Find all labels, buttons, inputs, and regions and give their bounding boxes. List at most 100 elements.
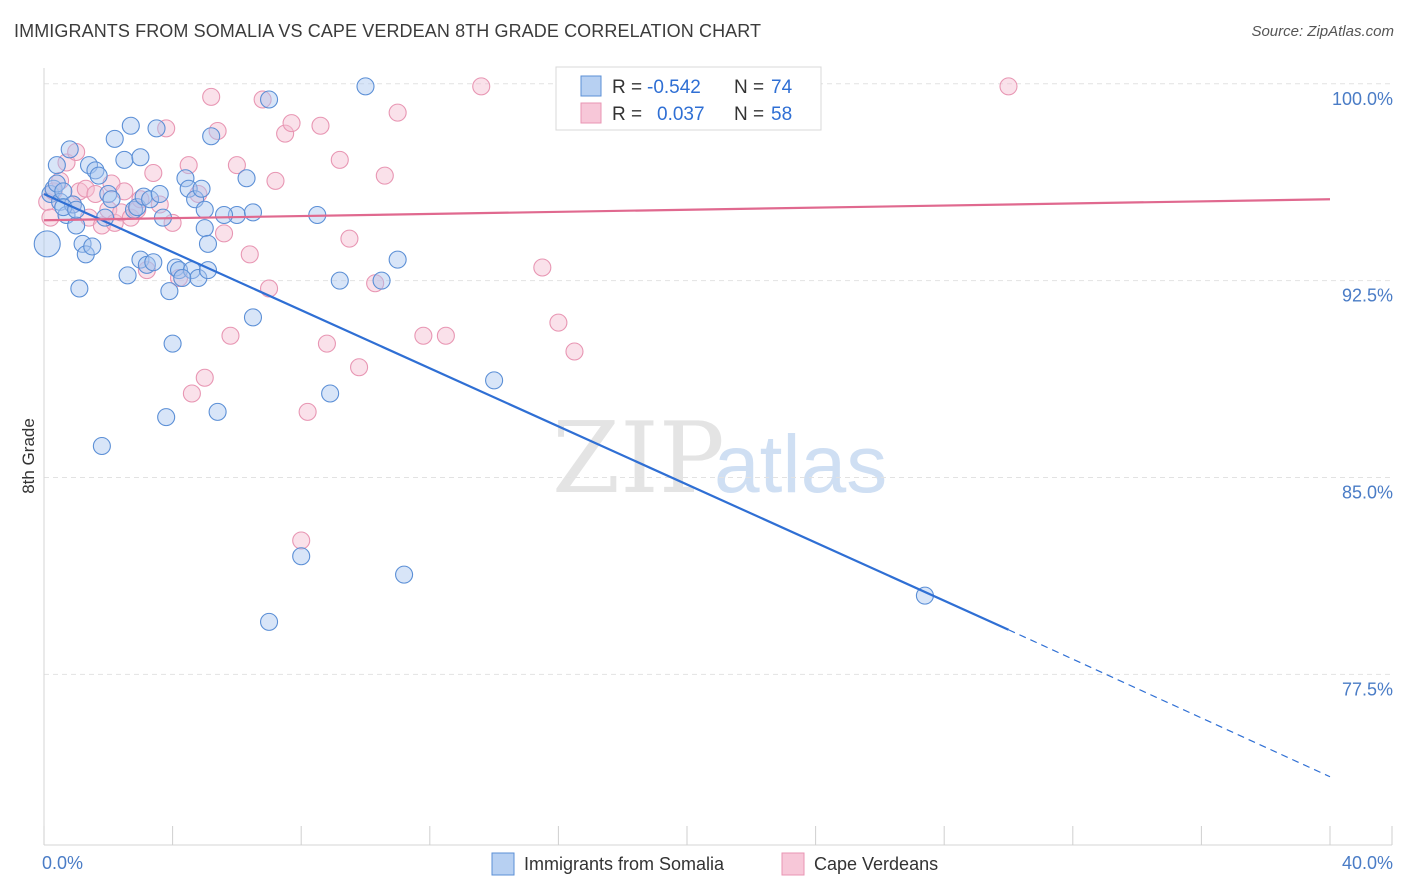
point-somalia bbox=[118, 266, 137, 285]
point-somalia bbox=[47, 156, 66, 175]
point-cape-verdean bbox=[414, 326, 433, 345]
trend-lines bbox=[43, 192, 1331, 778]
point-cape-verdean bbox=[76, 179, 95, 198]
legend-swatch-pink bbox=[580, 102, 602, 124]
point-cape-verdean bbox=[266, 171, 285, 190]
watermark-zip: ZIP bbox=[552, 402, 725, 516]
point-somalia bbox=[330, 271, 349, 290]
legend-n-value-2: 58 bbox=[771, 104, 792, 125]
point-somalia bbox=[92, 436, 111, 456]
point-somalia bbox=[102, 190, 121, 209]
point-cape-verdean bbox=[227, 156, 246, 175]
point-cape-verdean bbox=[282, 114, 301, 133]
point-cape-verdean bbox=[388, 103, 407, 122]
legend-r-label-2: R = bbox=[612, 104, 642, 125]
point-somalia bbox=[144, 253, 163, 272]
x-tick-label-max: 40.0% bbox=[1342, 853, 1393, 873]
point-cape-verdean bbox=[292, 531, 311, 550]
point-somalia bbox=[86, 161, 105, 180]
point-somalia bbox=[189, 268, 208, 288]
point-cape-verdean bbox=[157, 119, 176, 138]
legend-stats-box: R = -0.542 N = 74 R = 0.037 N = 58 bbox=[555, 66, 822, 131]
point-cape-verdean bbox=[999, 77, 1018, 96]
legend-bottom-swatch-blue bbox=[491, 852, 515, 876]
point-somalia bbox=[147, 119, 166, 138]
point-cape-verdean bbox=[195, 368, 214, 387]
x-tick-label-min: 0.0% bbox=[42, 853, 83, 873]
point-somalia bbox=[198, 234, 218, 253]
point-somalia bbox=[292, 547, 311, 566]
point-somalia bbox=[202, 127, 221, 146]
point-somalia bbox=[179, 179, 198, 198]
y-tick-label: 77.5% bbox=[1342, 679, 1393, 699]
point-somalia bbox=[259, 612, 279, 631]
point-cape-verdean bbox=[549, 313, 568, 332]
legend-r-label-1: R = bbox=[612, 77, 642, 98]
point-somalia bbox=[195, 219, 214, 238]
point-somalia bbox=[243, 308, 263, 327]
point-somalia bbox=[115, 150, 134, 169]
point-somalia bbox=[99, 184, 118, 204]
legend-r-value-2: 0.037 bbox=[657, 104, 705, 125]
point-somalia bbox=[192, 179, 211, 198]
point-cape-verdean bbox=[221, 326, 240, 345]
point-somalia bbox=[485, 371, 504, 390]
point-cape-verdean bbox=[189, 184, 208, 204]
point-cape-verdean bbox=[240, 245, 259, 264]
y-tick-label: 85.0% bbox=[1342, 483, 1393, 503]
point-somalia bbox=[388, 250, 407, 269]
point-somalia bbox=[67, 200, 86, 219]
legend-n-value-1: 74 bbox=[771, 77, 793, 98]
point-cape-verdean bbox=[350, 358, 369, 377]
point-somalia bbox=[208, 402, 227, 421]
point-somalia bbox=[157, 408, 176, 427]
point-cape-verdean bbox=[472, 77, 491, 96]
point-cape-verdean bbox=[311, 116, 330, 135]
point-somalia bbox=[141, 190, 160, 209]
point-cape-verdean bbox=[182, 384, 201, 403]
legend-bottom-swatch-pink bbox=[781, 852, 805, 876]
point-cape-verdean bbox=[330, 150, 349, 169]
point-somalia bbox=[160, 282, 179, 301]
point-somalia bbox=[243, 203, 263, 222]
chart-title: IMMIGRANTS FROM SOMALIA VS CAPE VERDEAN … bbox=[14, 21, 762, 41]
series-immigrants-from-somalia bbox=[33, 77, 934, 631]
point-cape-verdean bbox=[340, 229, 359, 248]
point-cape-verdean bbox=[317, 334, 336, 353]
point-somalia bbox=[54, 182, 73, 201]
point-cape-verdean bbox=[276, 124, 295, 143]
point-cape-verdean bbox=[144, 163, 163, 183]
point-somalia bbox=[83, 237, 102, 256]
point-somalia bbox=[33, 230, 61, 258]
trend-line-extension-blue bbox=[1008, 629, 1331, 778]
point-cape-verdean bbox=[259, 279, 279, 298]
legend-n-label-2: N = bbox=[734, 104, 764, 125]
point-somalia bbox=[356, 77, 375, 96]
point-somalia bbox=[214, 205, 234, 225]
watermark-atlas: atlas bbox=[714, 419, 887, 510]
point-cape-verdean bbox=[298, 402, 317, 421]
point-somalia bbox=[195, 200, 214, 219]
point-somalia bbox=[89, 166, 108, 185]
point-somalia bbox=[395, 565, 414, 584]
legend-bottom-label-blue: Immigrants from Somalia bbox=[524, 854, 725, 874]
point-somalia bbox=[372, 271, 391, 290]
point-cape-verdean bbox=[533, 258, 552, 277]
x-ticks bbox=[43, 826, 1393, 845]
point-cape-verdean bbox=[86, 184, 105, 204]
y-axis-title: 8th Grade bbox=[19, 418, 38, 494]
point-cape-verdean bbox=[375, 166, 394, 185]
point-somalia bbox=[237, 169, 256, 188]
legend-bottom: Immigrants from Somalia Cape Verdeans bbox=[491, 852, 938, 876]
point-somalia bbox=[321, 384, 340, 403]
point-somalia bbox=[163, 334, 182, 353]
point-cape-verdean bbox=[565, 342, 584, 361]
source-label: Source: ZipAtlas.com bbox=[1251, 23, 1394, 40]
y-tick-label: 100.0% bbox=[1332, 89, 1393, 109]
point-cape-verdean bbox=[436, 326, 455, 345]
point-somalia bbox=[105, 129, 124, 148]
legend-swatch-blue bbox=[580, 75, 602, 97]
point-cape-verdean bbox=[214, 224, 234, 243]
y-tick-label: 92.5% bbox=[1342, 286, 1393, 306]
